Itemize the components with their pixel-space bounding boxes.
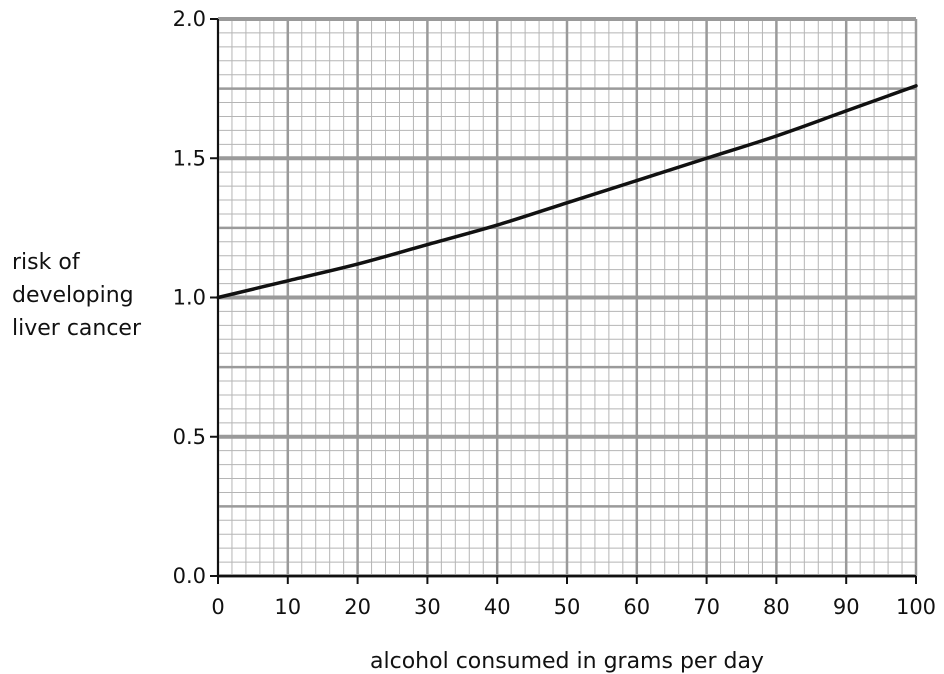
- y-axis-label: risk of developing liver cancer: [12, 246, 192, 345]
- x-tick-label: 10: [274, 595, 301, 619]
- series-line: [216, 84, 918, 300]
- x-tick-label: 20: [344, 595, 371, 619]
- x-tick-label: 60: [623, 595, 650, 619]
- tick-marks: [210, 18, 917, 584]
- y-tick-label: 1.5: [173, 146, 206, 170]
- y-tick-label: 0.5: [173, 425, 206, 449]
- x-tick-label: 40: [484, 595, 511, 619]
- y-tick-labels: 0.0 0.5 1.0 1.5 2.0: [173, 7, 206, 588]
- y-tick-label: 2.0: [173, 7, 206, 31]
- x-tick-label: 80: [763, 595, 790, 619]
- x-tick-label: 50: [554, 595, 581, 619]
- series-group: [216, 84, 918, 300]
- x-tick-label: 100: [896, 595, 936, 619]
- y-axis-label-line-2: developing: [12, 283, 134, 308]
- x-tick-label: 90: [833, 595, 860, 619]
- y-tick-label: 1.0: [173, 286, 206, 310]
- y-tick-label: 0.0: [173, 564, 206, 588]
- x-axis-label: alcohol consumed in grams per day: [370, 649, 764, 674]
- x-tick-labels: 0 10 20 30 40 50 60 70 80 90 100: [211, 595, 936, 619]
- y-axis-label-line-3: liver cancer: [12, 316, 142, 341]
- y-axis-label-line-1: risk of: [12, 250, 80, 275]
- x-tick-label: 0: [211, 595, 224, 619]
- x-tick-label: 30: [414, 595, 441, 619]
- x-tick-label: 70: [693, 595, 720, 619]
